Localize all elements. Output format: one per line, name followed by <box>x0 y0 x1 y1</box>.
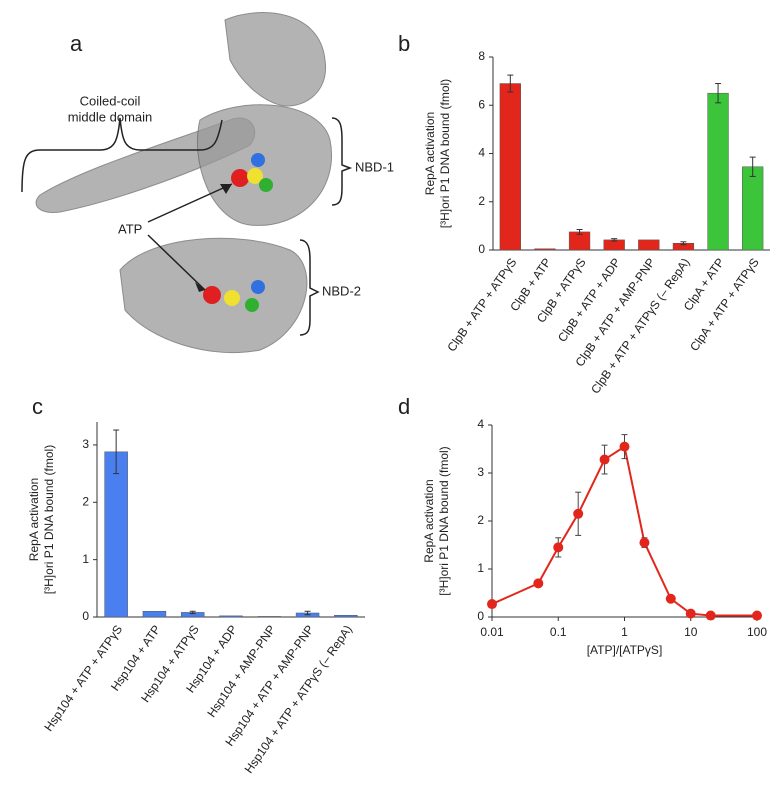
x-tick-label: 10 <box>684 625 698 639</box>
y-tick-label: 3 <box>82 437 89 451</box>
x-tick-label: 1 <box>621 625 628 639</box>
bar <box>334 615 358 618</box>
point <box>553 542 564 553</box>
bar <box>499 83 521 251</box>
y-tick-label: 4 <box>477 417 484 431</box>
panel-label: d <box>398 394 410 419</box>
structure-illustration <box>35 12 332 354</box>
point <box>487 599 497 610</box>
bar <box>534 248 556 251</box>
x-tick-label: 0.01 <box>480 625 504 639</box>
point <box>752 610 762 621</box>
y-tick-label: 2 <box>477 513 484 527</box>
bar <box>707 92 729 251</box>
panel-label: b <box>398 31 410 56</box>
y-tick-label: 0 <box>82 609 89 623</box>
y-tick-label: 1 <box>82 552 89 566</box>
y-tick-label: 0 <box>478 242 485 256</box>
annotation: NBD-1 <box>355 159 394 174</box>
y-tick-label: 2 <box>478 194 485 208</box>
x-tick-label: 100 <box>747 625 767 639</box>
y-axis-label: RepA activation <box>27 478 41 561</box>
y-tick-label: 0 <box>477 609 484 623</box>
point <box>533 578 544 589</box>
y-axis-label: [³H]ori P1 DNA bound (fmol) <box>42 445 56 594</box>
x-tick-label: Hsp104 + AMP-PNP <box>204 623 278 720</box>
y-axis-label: [³H]ori P1 DNA bound (fmol) <box>438 79 452 228</box>
bar <box>742 166 764 251</box>
annotation: NBD-2 <box>322 283 361 298</box>
y-tick-label: 2 <box>82 494 89 508</box>
x-axis-label: [ATP]/[ATPγS] <box>587 643 663 657</box>
bar <box>142 611 167 618</box>
point <box>705 610 716 621</box>
bar <box>638 239 660 251</box>
y-tick-label: 3 <box>477 465 484 479</box>
point <box>665 593 676 604</box>
y-axis-label: RepA activation <box>422 479 436 562</box>
annotation-lines <box>21 117 353 336</box>
x-tick-label: ClpB + ATP + ADP <box>555 256 623 345</box>
point <box>639 537 650 548</box>
y-tick-label: 1 <box>477 561 484 575</box>
bar <box>219 615 243 618</box>
annotation: Coiled-coil <box>80 93 141 108</box>
panel-label: a <box>70 31 83 56</box>
point <box>599 454 610 465</box>
y-axis-label: RepA activation <box>423 112 437 195</box>
y-tick-label: 6 <box>478 97 485 111</box>
bar <box>104 451 128 618</box>
y-tick-label: 8 <box>478 49 485 63</box>
annotation: middle domain <box>68 109 153 124</box>
y-axis-label: [³H]ori P1 DNA bound (fmol) <box>437 446 451 595</box>
point <box>573 508 584 519</box>
annotation: ATP <box>118 221 142 236</box>
point <box>619 441 630 452</box>
bar <box>257 616 282 618</box>
point <box>685 608 696 619</box>
line <box>491 444 757 617</box>
panel-label: c <box>32 394 43 419</box>
y-tick-label: 4 <box>478 146 485 160</box>
x-tick-label: 0.1 <box>550 625 567 639</box>
